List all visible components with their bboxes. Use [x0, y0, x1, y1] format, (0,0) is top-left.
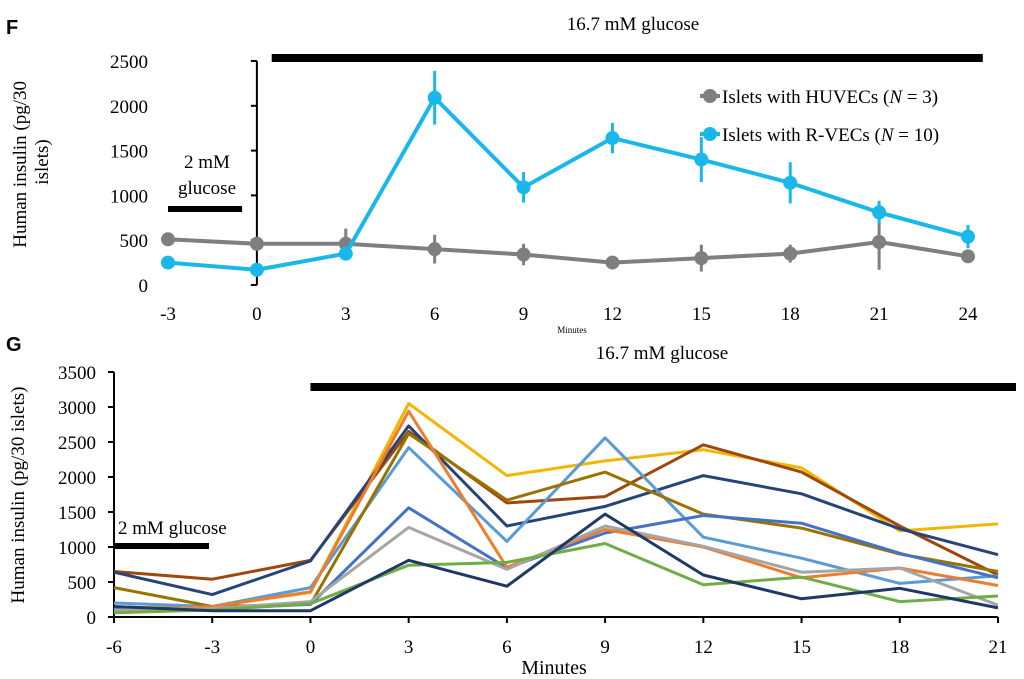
y-axis-label-g: Human insulin (pg/30 islets): [8, 387, 29, 604]
y-tick-label-f: 500: [120, 231, 149, 252]
data-point-f: [872, 205, 887, 220]
data-point-f: [783, 175, 798, 190]
y-tick-label-g: 3000: [58, 398, 96, 419]
data-point-f: [605, 255, 620, 270]
x-tick-label-f: 0: [252, 304, 262, 325]
series-line-g-7: [113, 524, 999, 612]
glucose-label-high-f: 16.7 mM glucose: [567, 14, 699, 35]
data-point-f: [427, 242, 442, 257]
x-tick-label-g: -6: [106, 637, 122, 658]
y-tick-label-g: 2000: [58, 468, 96, 489]
y-tick-label-f: 0: [139, 276, 149, 297]
glucose-label-low-g: 2 mM glucose: [118, 518, 227, 539]
x-tick-label-g: -3: [204, 637, 220, 658]
legend-label-f: Islets with HUVECs (N = 3): [722, 87, 938, 108]
series-line-g-1: [113, 430, 999, 581]
series-f-1: [161, 70, 975, 277]
series-line-g-2: [113, 424, 999, 597]
data-point-f: [605, 131, 620, 146]
x-tick-label-g: 9: [600, 637, 610, 658]
data-point-f: [694, 251, 709, 266]
data-point-f: [516, 247, 531, 262]
x-tick-label-g: 3: [404, 637, 414, 658]
data-point-f: [338, 246, 353, 261]
x-axis-label-f: Minutes: [557, 325, 587, 335]
data-point-f: [961, 249, 975, 264]
x-tick-label-g: 18: [890, 637, 909, 658]
y-tick-label-f: 1500: [110, 142, 148, 163]
data-point-f: [872, 234, 887, 249]
x-tick-label-f: 6: [430, 304, 440, 325]
series-line-g-8: [113, 542, 999, 615]
series-line-f: [167, 237, 969, 265]
data-point-f: [161, 232, 175, 247]
y-axis-label-f-line1: Human insulin (pg/30: [10, 81, 31, 248]
x-tick-label-g: 0: [306, 637, 316, 658]
legend-label-prefix: Islets with R-VECs (: [722, 125, 881, 146]
svg-text:Human insulin (pg/30 isl: Human insulin (pg/30 islets): [10, 76, 53, 248]
series-f-0: [161, 214, 975, 272]
data-point-f: [783, 246, 798, 261]
data-point-f: [249, 262, 264, 277]
y-tick-label-f: 2500: [110, 52, 148, 73]
chart-panel-f: Human insulin (pg/30 islets) Minutes 0 50…: [10, 14, 983, 335]
x-tick-label-g: 12: [694, 637, 713, 658]
y-tick-label-f: 1000: [110, 186, 148, 207]
data-point-f: [161, 255, 175, 270]
data-point-f: [694, 152, 709, 167]
glucose-label-low-f-line2: glucose: [178, 178, 236, 199]
glucose-label-low-f-line1: 2 mM: [184, 152, 230, 173]
legend-label-n: N: [888, 87, 903, 108]
y-tick-label-g: 1000: [58, 538, 96, 559]
y-tick-label-g: 500: [68, 573, 97, 594]
y-axis-label-f-line2: islets): [32, 139, 53, 184]
legend-label-suffix: = 10): [894, 125, 940, 146]
legend-swatch-marker-f: [703, 89, 717, 103]
x-tick-label-f: 12: [603, 304, 622, 325]
y-tick-label-f: 2000: [110, 97, 148, 118]
data-point-f: [961, 229, 975, 244]
x-tick-label-f: 3: [341, 304, 351, 325]
y-tick-label-g: 1500: [58, 503, 96, 524]
y-tick-label-g: 3500: [58, 363, 96, 384]
legend-swatch-marker-f: [703, 127, 717, 141]
x-tick-label-g: 15: [792, 637, 811, 658]
x-tick-label-f: 24: [959, 304, 979, 325]
x-tick-label-g: 6: [502, 637, 512, 658]
x-tick-label-f: 15: [692, 304, 711, 325]
x-tick-label-g: 21: [989, 637, 1008, 658]
x-tick-label-f: 9: [519, 304, 529, 325]
series-line-g-9: [113, 512, 999, 613]
data-point-f: [249, 236, 264, 251]
legend-label-f: Islets with R-VECs (N = 10): [722, 125, 939, 146]
chart-panel-g: Human insulin (pg/30 islets) Minutes 0 50…: [8, 343, 1016, 679]
glucose-label-high-g: 16.7 mM glucose: [596, 343, 728, 364]
legend-label-n: N: [880, 125, 895, 146]
legend-label-suffix: = 3): [902, 87, 938, 108]
data-point-f: [516, 180, 531, 195]
x-tick-label-f: 21: [870, 304, 889, 325]
series-line-g-3: [113, 436, 999, 608]
series-line-g-4: [113, 432, 999, 608]
x-tick-label-f: -3: [160, 304, 176, 325]
data-point-f: [427, 90, 442, 105]
x-tick-label-f: 18: [781, 304, 800, 325]
legend-label-prefix: Islets with HUVECs (: [722, 87, 889, 108]
series-line-f: [167, 95, 969, 272]
x-axis-label-g: Minutes: [521, 657, 587, 679]
y-tick-label-g: 0: [87, 608, 97, 629]
panel-label-g: G: [6, 334, 22, 356]
y-tick-label-g: 2500: [58, 433, 96, 454]
panel-label-f: F: [6, 17, 18, 39]
